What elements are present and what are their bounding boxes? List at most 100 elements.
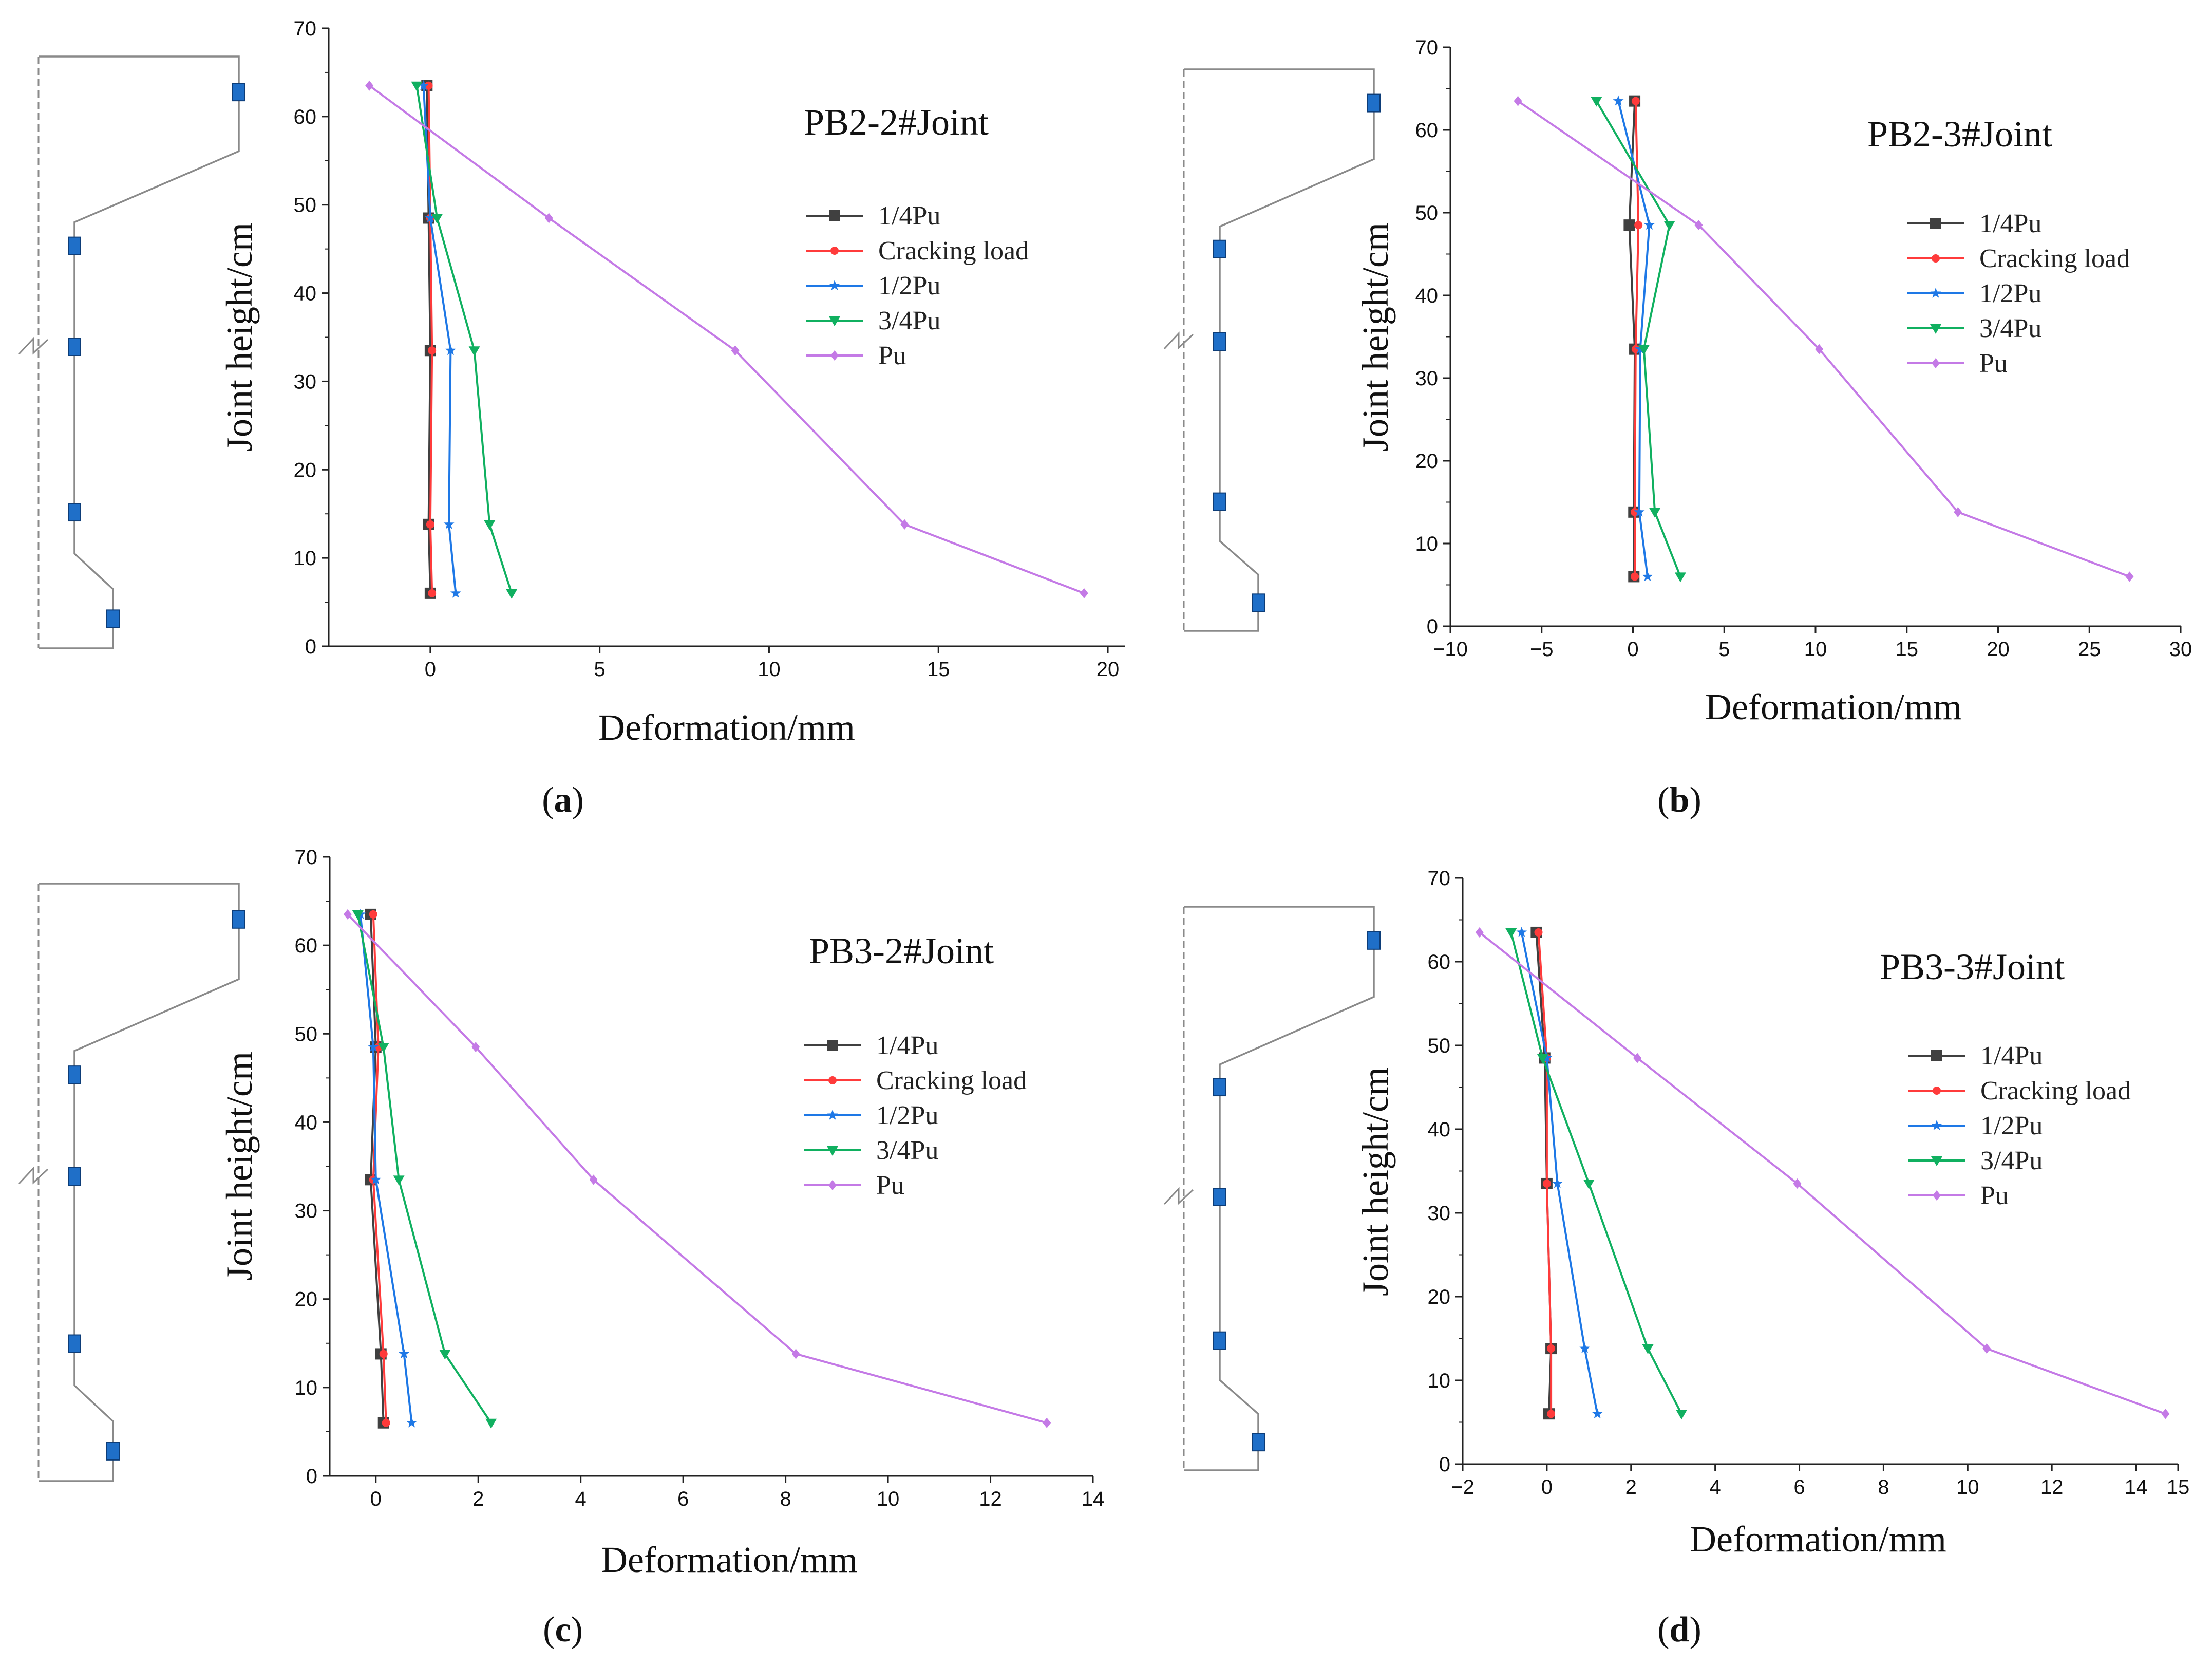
legend: 1/4Pu Cracking load 1/2Pu 3/4Pu Pu — [806, 201, 1029, 370]
x-tick-label: 2 — [472, 1488, 484, 1510]
y-tick-label: 20 — [294, 459, 317, 481]
data-point — [411, 81, 423, 91]
data-point — [1694, 220, 1703, 231]
schematic-outline — [1184, 906, 1375, 1471]
data-point — [1663, 221, 1675, 231]
legend-label: 3/4Pu — [1979, 314, 2041, 343]
legend-marker — [829, 316, 840, 326]
series-pu — [343, 909, 1051, 1428]
legend-label: 1/4Pu — [1979, 209, 2041, 238]
data-point — [1516, 927, 1527, 937]
y-tick-label: 20 — [1415, 450, 1439, 473]
gauge-marker — [106, 1442, 120, 1461]
x-tick-label: 0 — [425, 658, 436, 681]
y-tick-label: 40 — [1428, 1118, 1451, 1141]
data-point — [343, 909, 352, 920]
data-point — [484, 520, 496, 530]
legend-label: 1/2Pu — [1980, 1111, 2043, 1140]
y-tick-label: 50 — [294, 194, 317, 217]
data-point — [1815, 344, 1824, 354]
gauge-marker — [68, 236, 81, 255]
legend: 1/4Pu Cracking load 1/2Pu 3/4Pu Pu — [1908, 1041, 2131, 1210]
legend-marker — [827, 1110, 838, 1120]
y-tick-label: 40 — [295, 1111, 318, 1134]
x-tick-label: 0 — [1541, 1476, 1553, 1499]
data-point — [1634, 221, 1643, 230]
legend-marker — [1933, 1087, 1941, 1095]
series-pu — [1475, 927, 2170, 1419]
y-tick-label: 10 — [294, 547, 317, 570]
x-tick-label: 4 — [575, 1488, 587, 1510]
gauge-marker — [1213, 239, 1226, 258]
y-tick-label: 70 — [1415, 36, 1439, 59]
joint-schematic — [18, 883, 245, 1482]
data-point — [1644, 219, 1655, 230]
legend-label: 3/4Pu — [1980, 1146, 2043, 1175]
legend-label: 1/4Pu — [878, 201, 940, 231]
legend-marker — [829, 280, 840, 290]
y-tick-label: 30 — [1415, 367, 1439, 390]
break-symbol — [1163, 1187, 1194, 1205]
y-tick-label: 40 — [294, 283, 317, 305]
x-axis-label: Deformation/mm — [601, 1539, 858, 1580]
legend-marker — [1931, 1156, 1942, 1166]
gauge-marker — [1367, 931, 1381, 950]
legend-label: Cracking load — [876, 1066, 1027, 1095]
data-point — [431, 214, 443, 224]
chart-title: PB2-3#Joint — [1867, 114, 2052, 155]
gauge-marker — [232, 910, 245, 929]
legend-label: 1/2Pu — [878, 271, 940, 301]
y-tick-label: 50 — [1415, 202, 1439, 224]
data-point — [382, 1418, 390, 1427]
y-tick-label: 0 — [1439, 1453, 1450, 1476]
gauge-marker — [1213, 332, 1226, 351]
y-tick-label: 50 — [295, 1023, 318, 1045]
x-axis-label: Deformation/mm — [1705, 686, 1962, 727]
legend-label: Cracking load — [1980, 1076, 2131, 1106]
y-tick-label: 20 — [295, 1288, 318, 1311]
x-tick-label: 14 — [1082, 1488, 1105, 1510]
x-tick-label: 8 — [1878, 1476, 1889, 1499]
data-point — [379, 1350, 388, 1358]
data-point — [791, 1349, 800, 1359]
x-tick-label: 0 — [370, 1488, 382, 1510]
joint-schematic — [18, 55, 245, 649]
data-point — [426, 520, 434, 529]
chart-title: PB2-2#Joint — [804, 102, 989, 143]
y-tick-label: 40 — [1415, 285, 1439, 307]
data-point — [1514, 96, 1522, 106]
subfigure-label: (c) — [543, 1610, 583, 1650]
x-tick-label: 0 — [1627, 638, 1638, 661]
series-1-2pu — [1516, 927, 1603, 1419]
break-symbol — [1163, 331, 1194, 350]
joint-schematic — [1163, 906, 1381, 1471]
data-point — [485, 1418, 497, 1429]
data-point — [900, 519, 909, 530]
legend-label: 1/2Pu — [1979, 279, 2041, 308]
x-tick-label: 6 — [677, 1488, 689, 1510]
y-tick-label: 70 — [294, 17, 317, 40]
data-point — [1537, 1054, 1548, 1064]
y-tick-label: 60 — [1415, 119, 1439, 142]
x-tick-label: 12 — [2040, 1476, 2064, 1499]
data-point — [1583, 1179, 1595, 1189]
x-tick-label: 5 — [594, 658, 606, 681]
legend-marker — [830, 247, 839, 255]
data-point — [471, 1042, 480, 1053]
series-3-4pu — [352, 910, 497, 1429]
data-point — [428, 589, 437, 597]
y-tick-label: 70 — [1428, 867, 1451, 890]
data-point — [424, 81, 433, 90]
panel-c: 0 10 20 30 40 50 60 70 0 2 4 6 8 10 12 14 Deformation/mm… — [18, 846, 1105, 1650]
x-tick-label: 10 — [1804, 638, 1827, 661]
legend: 1/4Pu Cracking load 1/2Pu 3/4Pu Pu — [804, 1031, 1027, 1200]
x-tick-label: 10 — [1956, 1476, 1979, 1499]
gauge-marker — [1213, 1188, 1226, 1206]
data-point — [425, 212, 436, 223]
data-point — [377, 1043, 389, 1053]
legend-label: Pu — [878, 341, 906, 370]
data-point — [393, 1175, 405, 1186]
y-axis-label: Joint height/cm — [1355, 222, 1396, 452]
data-point — [1043, 1417, 1051, 1428]
